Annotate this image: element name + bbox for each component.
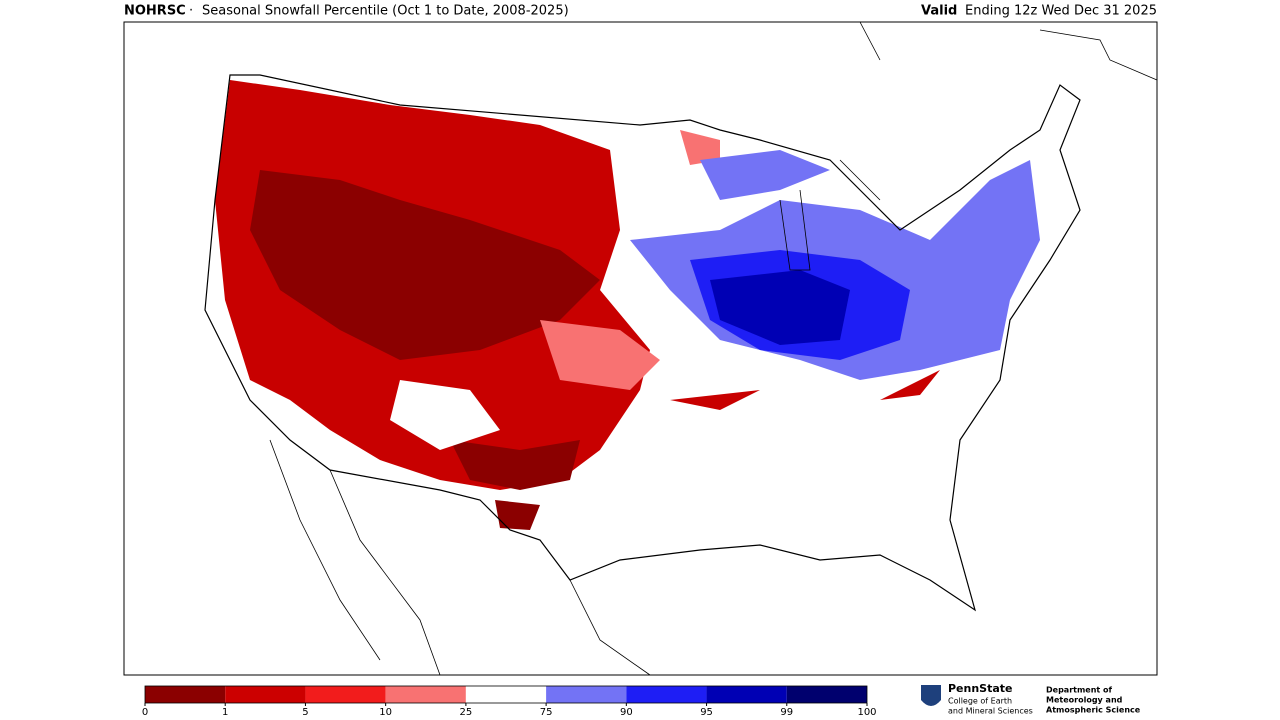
colorbar-bin — [225, 686, 306, 703]
colorbar-tick-label: 1 — [222, 707, 228, 718]
shield — [921, 685, 941, 706]
map — [123, 21, 1158, 676]
colorbar: 0 1 5 10 25 75 90 95 99 100 — [142, 685, 877, 718]
colorbar-bin — [385, 686, 466, 703]
department-line: Department of — [1046, 686, 1113, 695]
valid-label: Valid — [921, 4, 957, 19]
college-line: and Mineral Sciences — [948, 707, 1033, 716]
colorbar-tick-label: 99 — [780, 707, 793, 718]
colorbar-bin — [786, 686, 867, 703]
colorbar-tick-label: 75 — [540, 707, 553, 718]
colorbar-bin — [305, 686, 386, 703]
valid-text: Ending 12z Wed Dec 31 2025 — [965, 4, 1157, 19]
colorbar-tick-label: 10 — [379, 707, 392, 718]
colorbar-frame — [144, 685, 868, 704]
colorbar-bin — [626, 686, 707, 703]
logo: PennState College of Earth and Mineral S… — [921, 682, 1141, 716]
colorbar-tick-label: 90 — [620, 707, 633, 718]
colorbar-bin — [546, 686, 627, 703]
colorbar-tick-label: 95 — [700, 707, 713, 718]
colorbar-bin — [145, 686, 226, 703]
department-line: Atmospheric Science — [1046, 706, 1141, 715]
colorbar-tick-label: 0 — [142, 707, 148, 718]
separator: · — [189, 4, 193, 19]
colorbar-bin — [706, 686, 787, 703]
department-line: Meteorology and — [1046, 696, 1123, 705]
colorbar-tick-label: 25 — [460, 707, 473, 718]
colorbar-tick-label: 100 — [857, 707, 876, 718]
colorbar-bin — [465, 686, 547, 703]
title: Seasonal Snowfall Percentile (Oct 1 to D… — [202, 4, 569, 19]
source: NOHRSC — [124, 4, 186, 19]
university: PennState — [948, 682, 1013, 695]
colorbar-tick-label: 5 — [302, 707, 308, 718]
college-line: College of Earth — [948, 697, 1012, 706]
